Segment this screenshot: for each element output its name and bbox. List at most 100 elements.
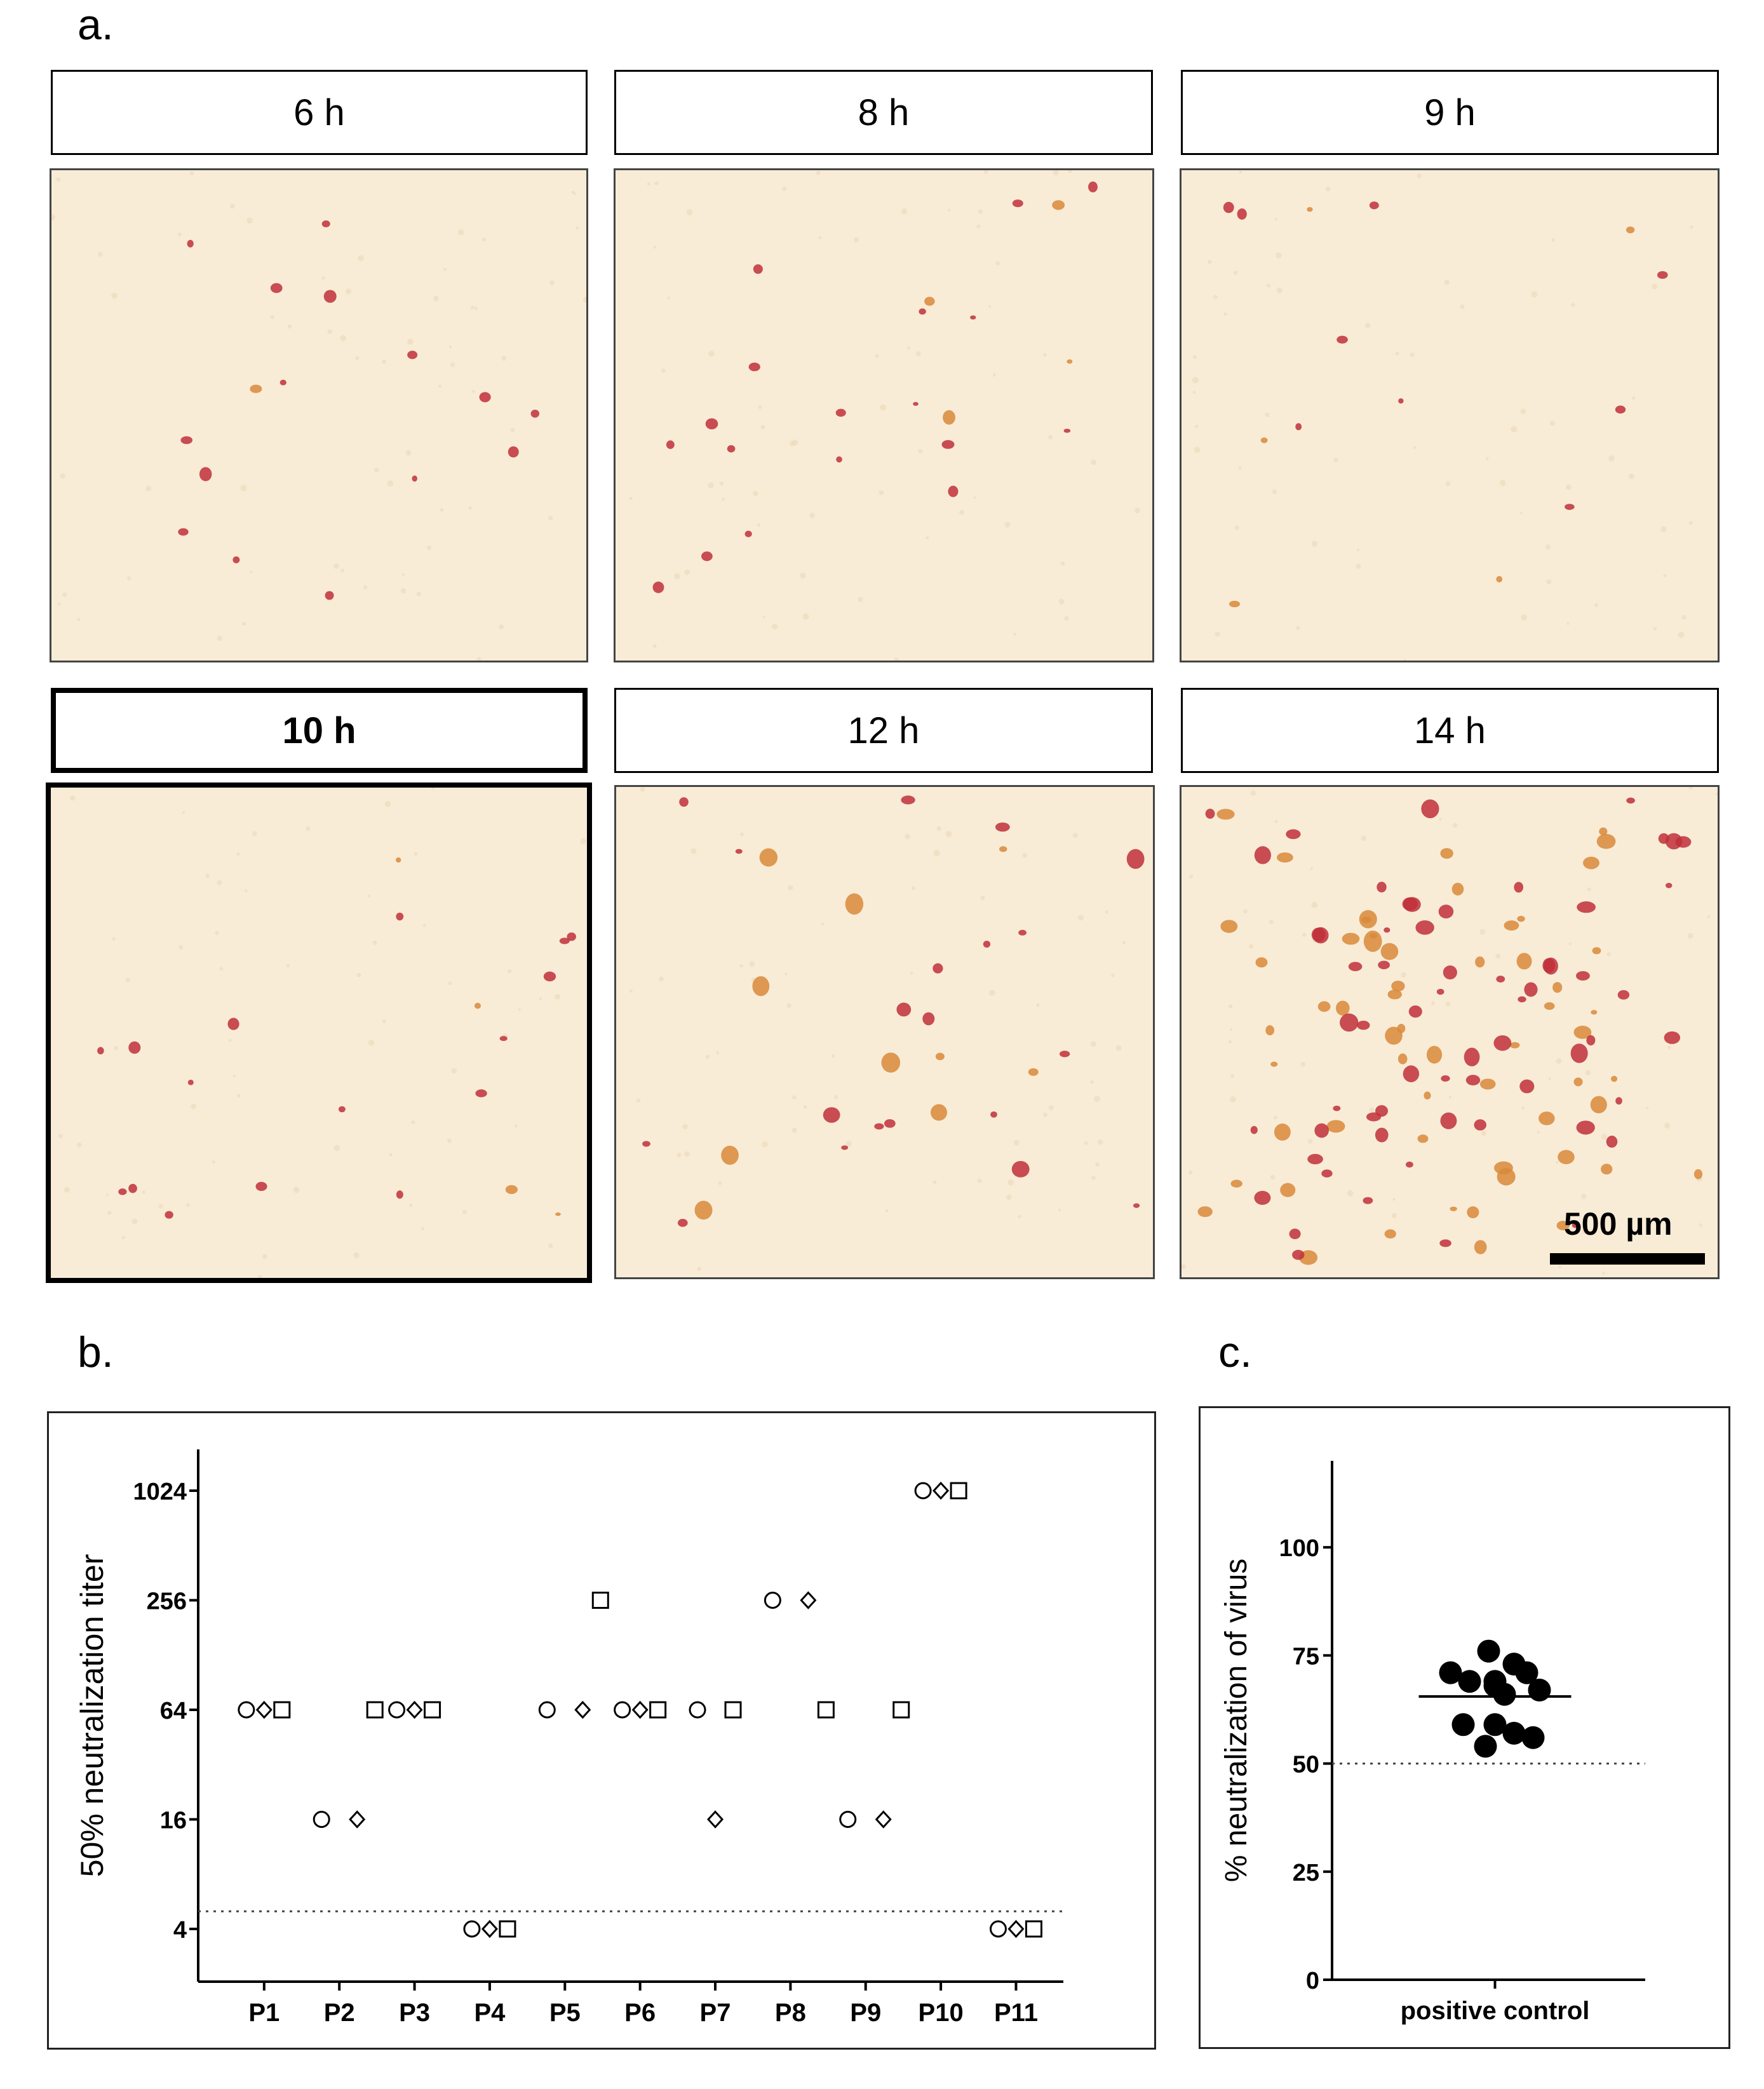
background-cell bbox=[286, 964, 290, 968]
stained-cell bbox=[1280, 1183, 1296, 1197]
background-cell bbox=[708, 351, 715, 357]
square-marker bbox=[892, 1701, 910, 1719]
stained-cell bbox=[1421, 799, 1439, 819]
x-tick-label: P7 bbox=[700, 1999, 731, 2027]
background-cell bbox=[1250, 790, 1256, 796]
circle-marker bbox=[914, 1482, 932, 1500]
background-cell bbox=[431, 788, 435, 790]
stained-cell bbox=[932, 963, 943, 974]
background-cell bbox=[640, 787, 645, 792]
time-label-9h: 9 h bbox=[1181, 70, 1719, 155]
background-cell bbox=[481, 238, 487, 242]
background-cell bbox=[382, 359, 387, 364]
background-cell bbox=[1582, 1228, 1587, 1234]
stained-cell bbox=[1504, 920, 1519, 931]
background-cell bbox=[1663, 574, 1667, 577]
background-cell bbox=[1296, 626, 1300, 630]
neutralization-titer-chart: 4 16 64 256 1024 50% neutralization titer P1 P2… bbox=[74, 1449, 1063, 2027]
background-cell bbox=[257, 1275, 262, 1278]
background-cell bbox=[654, 181, 659, 185]
background-cell bbox=[1229, 1096, 1236, 1103]
stained-cell bbox=[1311, 927, 1326, 942]
background-cell bbox=[1481, 1130, 1486, 1136]
background-cell bbox=[472, 390, 476, 393]
y-tick-label: 50 bbox=[1293, 1752, 1319, 1778]
background-cell bbox=[539, 997, 542, 1000]
background-cell bbox=[1006, 1194, 1012, 1200]
background-cell bbox=[686, 209, 693, 216]
background-cell bbox=[933, 850, 940, 856]
background-cell bbox=[507, 969, 512, 974]
background-cell bbox=[1300, 1061, 1306, 1067]
x-tick-label: P8 bbox=[775, 1999, 806, 2027]
background-cell bbox=[367, 894, 370, 898]
background-cell bbox=[1072, 833, 1078, 838]
background-cell bbox=[1395, 351, 1399, 356]
panel-c-label: c. bbox=[1218, 1328, 1252, 1376]
stained-cell bbox=[1289, 1228, 1301, 1240]
stained-cell bbox=[1384, 927, 1390, 933]
stained-cell bbox=[1205, 809, 1215, 819]
stained-cell bbox=[1369, 201, 1379, 210]
stained-cell bbox=[753, 264, 763, 274]
background-cell bbox=[821, 922, 825, 926]
stained-cell bbox=[1220, 920, 1238, 933]
background-cell bbox=[372, 940, 377, 945]
tissue-background bbox=[51, 788, 587, 1278]
background-cell bbox=[1356, 563, 1361, 569]
stained-cell bbox=[1518, 996, 1526, 1003]
stained-cell bbox=[1451, 882, 1464, 896]
square-marker bbox=[649, 1701, 667, 1719]
stained-cell bbox=[1436, 988, 1444, 995]
background-cell bbox=[236, 852, 240, 856]
stained-cell bbox=[913, 401, 919, 406]
stained-cell bbox=[1363, 930, 1382, 952]
background-cell bbox=[368, 1039, 375, 1046]
background-cell bbox=[1460, 304, 1465, 309]
background-cell bbox=[1084, 1141, 1088, 1145]
diamond-marker bbox=[349, 1810, 366, 1829]
background-cell bbox=[772, 623, 778, 630]
stained-cell bbox=[1276, 852, 1293, 863]
square-marker bbox=[499, 1920, 516, 1938]
background-cell bbox=[1333, 458, 1338, 463]
stained-cell bbox=[1397, 1023, 1406, 1033]
background-cell bbox=[340, 335, 347, 342]
background-cell bbox=[1018, 1214, 1021, 1218]
background-cell bbox=[185, 1203, 190, 1207]
background-cell bbox=[1307, 1138, 1313, 1144]
stained-cell bbox=[1254, 846, 1271, 864]
stained-cell bbox=[1573, 1025, 1592, 1039]
background-cell bbox=[1667, 1045, 1671, 1049]
stained-cell bbox=[1657, 271, 1668, 279]
background-cell bbox=[451, 1068, 457, 1074]
square-marker bbox=[1025, 1920, 1042, 1938]
background-cell bbox=[894, 657, 899, 661]
background-cell bbox=[1369, 1107, 1375, 1112]
background-cell bbox=[121, 1236, 125, 1240]
x-tick-label: P10 bbox=[919, 1999, 964, 2027]
y-tick-label: 16 bbox=[160, 1808, 187, 1834]
stained-cell bbox=[759, 848, 778, 867]
x-tick-label: P11 bbox=[994, 1999, 1038, 2027]
stained-cell bbox=[705, 418, 718, 430]
background-cell bbox=[976, 224, 981, 229]
background-cell bbox=[246, 217, 253, 224]
background-cell bbox=[1548, 1077, 1551, 1080]
stained-cell bbox=[1542, 958, 1555, 973]
stained-cell bbox=[1336, 335, 1348, 344]
background-cell bbox=[131, 1218, 138, 1225]
x-tick-label: P1 bbox=[248, 1999, 279, 2027]
stained-cell bbox=[1665, 882, 1673, 889]
background-cell bbox=[421, 1227, 425, 1231]
stained-cell bbox=[694, 1200, 713, 1220]
background-cell bbox=[1229, 1004, 1233, 1009]
stained-cell bbox=[1229, 600, 1241, 608]
stained-cell bbox=[948, 485, 959, 497]
background-cell bbox=[1688, 787, 1693, 790]
stained-cell bbox=[1658, 833, 1669, 844]
stained-cell bbox=[1479, 1078, 1496, 1090]
background-cell bbox=[910, 972, 913, 975]
background-cell bbox=[382, 1019, 386, 1023]
background-cell bbox=[422, 924, 426, 927]
